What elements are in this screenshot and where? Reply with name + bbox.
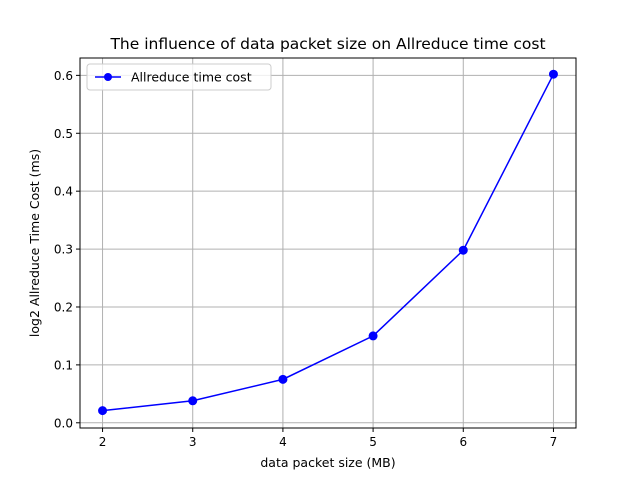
x-tick-label: 5 xyxy=(369,435,377,449)
x-axis-label: data packet size (MB) xyxy=(260,455,395,470)
series-line xyxy=(102,73,555,412)
x-tick-label: 6 xyxy=(459,435,467,449)
y-tick-label: 0.4 xyxy=(54,185,73,199)
y-tick-label: 0.0 xyxy=(54,416,73,430)
data-point xyxy=(458,245,468,255)
data-point xyxy=(98,406,108,416)
legend-marker-swatch xyxy=(104,73,112,81)
data-point xyxy=(278,374,288,384)
series-layer xyxy=(98,69,558,416)
y-tick-label: 0.2 xyxy=(54,300,73,314)
y-tick-label: 0.3 xyxy=(54,243,73,257)
chart-title: The influence of data packet size on All… xyxy=(109,35,545,53)
data-point xyxy=(368,331,378,341)
plot-frame xyxy=(79,57,577,429)
legend-box xyxy=(86,63,272,91)
data-point xyxy=(548,69,558,79)
y-tick-label: 0.6 xyxy=(54,69,73,83)
y-axis-label: log2 Allreduce Time Cost (ms) xyxy=(27,149,42,337)
x-tick-label: 4 xyxy=(279,435,287,449)
data-point xyxy=(188,396,198,406)
legend-label: Allreduce time cost xyxy=(131,70,252,85)
x-tick-label: 2 xyxy=(99,435,107,449)
legend: Allreduce time cost xyxy=(86,63,272,91)
y-tick-label: 0.1 xyxy=(54,358,73,372)
ticks: 2 3 4 5 6 7 0.0 0.1 0.2 0.3 0.4 0.5 0.6 xyxy=(54,69,557,449)
y-tick-label: 0.5 xyxy=(54,127,73,141)
x-tick-label: 7 xyxy=(550,435,558,449)
x-tick-label: 3 xyxy=(189,435,197,449)
